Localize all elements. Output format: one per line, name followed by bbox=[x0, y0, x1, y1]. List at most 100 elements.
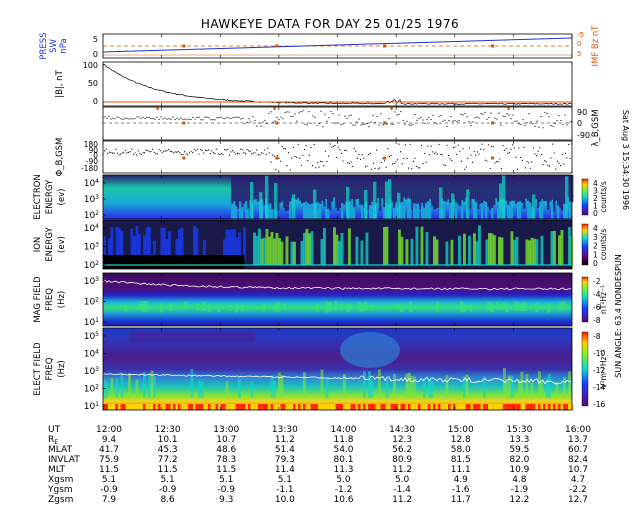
ion-column bbox=[338, 241, 341, 265]
lambda-point bbox=[216, 117, 218, 119]
phi-point bbox=[417, 167, 419, 169]
phi-point bbox=[153, 151, 155, 154]
ion-column bbox=[290, 241, 294, 265]
lambda-point bbox=[334, 122, 336, 124]
efield-low-freq bbox=[280, 404, 284, 410]
electron-spike bbox=[250, 181, 254, 219]
ion-dark-base bbox=[175, 255, 179, 269]
efield-low-freq bbox=[263, 404, 266, 410]
phi-point bbox=[564, 152, 567, 154]
magfield-band bbox=[436, 302, 440, 313]
lambda-point bbox=[182, 118, 184, 121]
efield-low-freq bbox=[410, 404, 414, 410]
magfield-band bbox=[235, 304, 239, 313]
ion-column bbox=[535, 239, 539, 265]
ion-column bbox=[340, 233, 344, 265]
phi-point bbox=[545, 161, 547, 163]
lambda-point bbox=[408, 124, 410, 126]
phi-point bbox=[542, 163, 544, 166]
phi-point bbox=[401, 163, 403, 165]
lambda-point bbox=[556, 120, 558, 122]
electron-low-energy bbox=[413, 203, 416, 219]
ion-dark-base bbox=[121, 255, 125, 269]
efield-low-freq bbox=[553, 404, 556, 410]
lambda-point bbox=[472, 121, 474, 123]
lambda-point bbox=[354, 124, 356, 126]
lambda-point bbox=[188, 118, 190, 121]
electron-column bbox=[377, 175, 380, 199]
lambda-point bbox=[296, 120, 298, 122]
efield-column bbox=[505, 381, 509, 398]
electron-column bbox=[399, 175, 402, 204]
lambda-point bbox=[406, 120, 408, 122]
efield-column bbox=[423, 378, 426, 398]
phi-point bbox=[502, 144, 504, 147]
efield-dark-band bbox=[130, 332, 255, 342]
phi-point bbox=[188, 152, 190, 154]
phi-point bbox=[337, 146, 339, 148]
ion-column bbox=[255, 235, 259, 265]
phi-point bbox=[238, 153, 240, 155]
efield-column bbox=[370, 379, 374, 398]
electron-low-energy bbox=[309, 204, 312, 219]
efield-column bbox=[568, 371, 571, 398]
efield-low-freq bbox=[268, 404, 271, 410]
electron-spike bbox=[565, 176, 569, 219]
electron-column bbox=[511, 175, 514, 201]
lambda-point bbox=[212, 118, 214, 121]
efield-low-freq bbox=[318, 404, 321, 410]
phi-point bbox=[483, 149, 485, 151]
efield-column bbox=[538, 371, 541, 398]
lambda-point bbox=[308, 110, 310, 113]
phi-point bbox=[524, 167, 527, 169]
lambda-point bbox=[320, 110, 322, 112]
efield-low-freq bbox=[203, 404, 206, 410]
electron-spike bbox=[502, 175, 506, 219]
lambda-point bbox=[466, 116, 468, 118]
pressure-trace bbox=[102, 37, 573, 53]
electron-column bbox=[427, 175, 430, 203]
phi-point bbox=[148, 151, 150, 153]
ion-dark-base bbox=[214, 255, 218, 269]
electron-low-energy bbox=[395, 205, 398, 219]
phi-point bbox=[313, 143, 315, 146]
ion-column bbox=[400, 236, 404, 265]
lambda-point bbox=[418, 118, 420, 120]
spectrogram-label: (Hz) bbox=[57, 360, 67, 378]
ion-column bbox=[260, 238, 264, 265]
ephemeris-value: 10.9 bbox=[509, 465, 529, 475]
lambda-point bbox=[482, 113, 484, 115]
electron-column bbox=[477, 175, 480, 210]
ion-dark-base bbox=[184, 255, 188, 269]
phi-point bbox=[164, 150, 166, 152]
phi-point bbox=[555, 168, 557, 170]
phi-point bbox=[384, 160, 386, 162]
lambda-point bbox=[292, 115, 294, 117]
efield-low-freq bbox=[293, 404, 296, 410]
phi-point bbox=[553, 152, 555, 154]
efield-low-freq bbox=[303, 404, 306, 410]
cbar-tick-label: 3 bbox=[593, 187, 598, 196]
lambda-point bbox=[356, 121, 358, 123]
ion-column bbox=[300, 240, 304, 265]
electron-low-energy bbox=[409, 205, 412, 219]
ephemeris-value: 16:00 bbox=[565, 425, 591, 435]
efield-low-freq bbox=[115, 404, 119, 410]
electron-column bbox=[491, 175, 494, 210]
phi-point bbox=[305, 145, 307, 147]
efield-low-freq bbox=[545, 404, 549, 410]
ephemeris-value: 82.4 bbox=[568, 455, 588, 465]
event-marker bbox=[491, 44, 495, 48]
lambda-point bbox=[254, 119, 256, 122]
ephemeris-value: 80.1 bbox=[333, 455, 353, 465]
ephemeris-value: 5.1 bbox=[160, 475, 174, 485]
lambda-point bbox=[456, 121, 458, 123]
phi-point bbox=[489, 167, 491, 170]
electron-column bbox=[445, 175, 448, 202]
ion-column bbox=[233, 229, 236, 260]
electron-column bbox=[397, 175, 400, 207]
phi-point bbox=[134, 152, 136, 154]
ion-column bbox=[420, 226, 424, 265]
efield-low-freq bbox=[205, 404, 209, 410]
